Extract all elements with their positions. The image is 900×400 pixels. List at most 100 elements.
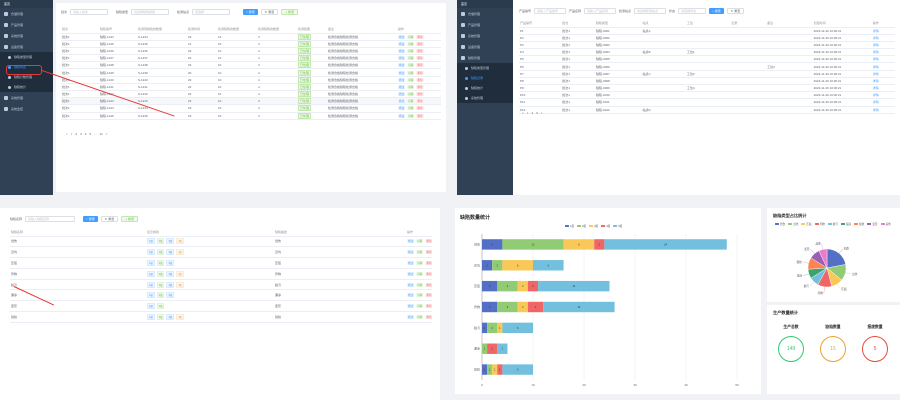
bar-segment[interactable] [497, 301, 518, 313]
delete-button[interactable]: 删除 [425, 260, 432, 265]
sidebar-subitem-2[interactable]: 缺陷计数管理 [0, 72, 53, 82]
delete-button[interactable]: 删除 [416, 77, 424, 82]
bar-segment[interactable] [604, 239, 727, 250]
detail-link[interactable]: 详情 [871, 27, 895, 35]
detail-link[interactable]: 详情 [871, 34, 895, 42]
pie-slice[interactable] [818, 248, 828, 269]
detail-button[interactable]: 详情 [407, 113, 415, 118]
delete-button[interactable]: 删除 [425, 304, 432, 309]
pie-legend-item[interactable]: 裂纹 [854, 222, 864, 226]
delete-button[interactable]: 删除 [425, 293, 432, 298]
edit-button[interactable]: 修改 [398, 41, 406, 46]
edit-button[interactable]: 修改 [407, 239, 415, 244]
bar-segment[interactable] [487, 364, 493, 375]
delete-button[interactable]: 删除 [425, 282, 432, 287]
delete-button[interactable]: 删除 [416, 99, 424, 104]
detail-link[interactable]: 详情 [871, 77, 895, 86]
detail-button[interactable]: 详情 [407, 41, 415, 46]
edit-button[interactable]: 修改 [398, 48, 406, 53]
bar-segment[interactable] [527, 301, 544, 313]
detail-button[interactable]: 详情 [416, 304, 424, 309]
sidebar-subitem-3[interactable]: 缺陷统计 [0, 82, 53, 92]
pie-legend-item[interactable]: 漏涂 [840, 222, 851, 226]
edit-button[interactable]: 修改 [407, 304, 415, 309]
edit-button[interactable]: 修改 [398, 56, 406, 61]
sidebar-tail-item-0[interactable]: 系统管理 [0, 92, 53, 103]
detail-button[interactable]: 详情 [407, 48, 415, 53]
delete-button[interactable]: 删除 [416, 48, 424, 53]
detail-button[interactable]: 详情 [407, 84, 415, 89]
detail-button[interactable]: 详情 [416, 293, 424, 298]
detail-button[interactable]: 详情 [407, 106, 415, 111]
pie-legend-item[interactable]: 异物 [814, 222, 825, 226]
edit-button[interactable]: 修改 [398, 84, 406, 89]
pie-legend-item[interactable]: 压痕 [801, 222, 812, 226]
pie-legend-item[interactable]: 凹坑 [788, 222, 798, 226]
delete-button[interactable]: 删除 [425, 239, 432, 244]
status-select[interactable]: 请选择状态 [678, 8, 707, 14]
edit-button[interactable]: 修改 [398, 34, 406, 39]
pie-legend-item[interactable]: 脏污 [827, 222, 838, 226]
bar-segment[interactable] [497, 280, 518, 292]
sidebar-mini-item[interactable]: 设备管理 [457, 41, 513, 52]
bar-segment[interactable] [487, 343, 498, 354]
bar-segment[interactable] [538, 280, 610, 292]
page-item[interactable]: 11 [99, 132, 103, 136]
delete-button[interactable]: 删除 [416, 92, 424, 97]
detail-link[interactable]: 详情 [871, 91, 895, 100]
delete-button[interactable]: 删除 [416, 70, 424, 75]
legend-item[interactable]: 2级 [577, 224, 586, 228]
defect-search-button[interactable]: ⌕ 搜索 [83, 216, 98, 222]
product-station-select[interactable]: 请选择检测站点 [634, 8, 667, 14]
bar-segment[interactable] [487, 322, 498, 334]
bar-segment[interactable] [497, 322, 503, 334]
bar-segment[interactable] [482, 343, 488, 354]
bar-segment[interactable] [594, 239, 605, 250]
detail-link[interactable]: 详情 [871, 55, 895, 64]
bar-segment[interactable] [502, 364, 533, 375]
bar-segment[interactable] [497, 364, 503, 375]
page-item[interactable]: 5 [89, 132, 92, 136]
product-reset-button[interactable]: ↻ 重置 [726, 8, 745, 14]
reset-button[interactable]: ↻ 重置 [260, 9, 279, 15]
detail-button[interactable]: 详情 [416, 282, 424, 287]
edit-button[interactable]: 修改 [407, 314, 415, 319]
detail-button[interactable]: 详情 [416, 314, 424, 319]
edit-button[interactable]: 修改 [398, 92, 406, 97]
delete-button[interactable]: 删除 [416, 106, 424, 111]
edit-button[interactable]: 修改 [407, 282, 415, 287]
bar-segment[interactable] [482, 260, 493, 271]
sidebar-mini-item[interactable]: 缺陷管理 [457, 52, 513, 63]
delete-button[interactable]: 删除 [425, 250, 432, 255]
legend-item[interactable]: 4级 [601, 224, 610, 228]
detail-button[interactable]: 详情 [407, 63, 415, 68]
edit-button[interactable]: 修改 [407, 260, 415, 265]
station-select[interactable]: 请选择 [192, 9, 231, 15]
bar-segment[interactable] [533, 260, 564, 271]
delete-button[interactable]: 删除 [416, 34, 424, 39]
sidebar-item-2[interactable]: 系统管理 [0, 30, 53, 41]
edit-button[interactable]: 修改 [407, 250, 415, 255]
detail-button[interactable]: 详情 [407, 70, 415, 75]
page-item[interactable]: ... [94, 132, 97, 136]
detail-button[interactable]: 详情 [407, 92, 415, 97]
pie-legend-item[interactable]: 变形 [867, 222, 878, 226]
page-item[interactable]: < [522, 111, 524, 115]
legend-item[interactable]: 3级 [589, 224, 598, 228]
bar-segment[interactable] [563, 239, 595, 250]
delete-button[interactable]: 删除 [425, 271, 432, 276]
edit-button[interactable]: 修改 [398, 113, 406, 118]
detail-link[interactable]: 详情 [871, 106, 895, 114]
delete-button[interactable]: 删除 [416, 41, 424, 46]
delete-button[interactable]: 删除 [416, 56, 424, 61]
legend-item[interactable]: 5级 [613, 224, 622, 228]
sidebar-mini-item[interactable]: 系统管理 [457, 30, 513, 41]
detail-button[interactable]: 详情 [416, 250, 424, 255]
pie-legend-item[interactable]: 划伤 [775, 222, 785, 226]
detail-button[interactable]: 详情 [407, 99, 415, 104]
sidebar-subitem-1[interactable]: 缺陷列表 [0, 62, 53, 72]
page-item[interactable]: 2 [75, 132, 78, 136]
delete-button[interactable]: 删除 [416, 84, 424, 89]
detail-button[interactable]: 详情 [416, 271, 424, 276]
defect-type-select[interactable]: 请选择缺陷类型 [131, 9, 170, 15]
